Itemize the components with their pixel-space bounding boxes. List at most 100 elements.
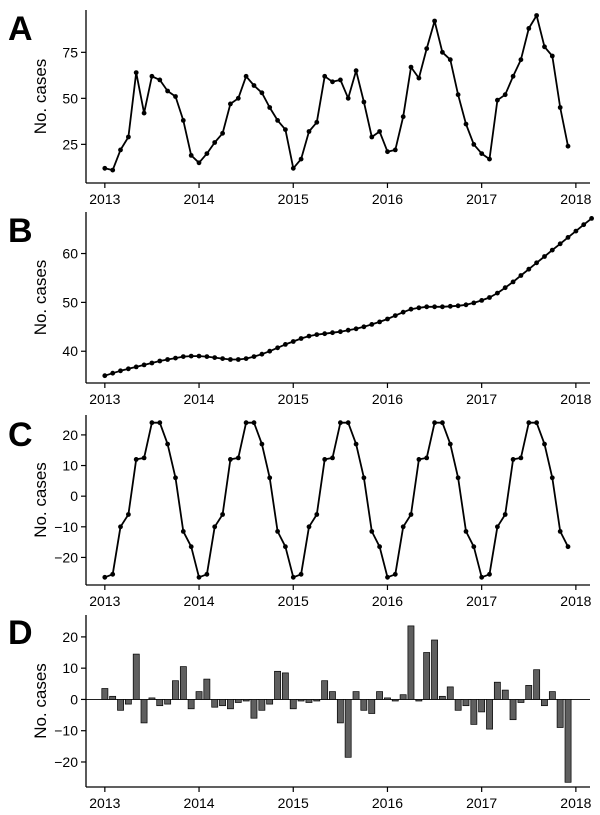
data-point <box>526 26 532 31</box>
data-point <box>502 92 508 98</box>
data-point <box>275 529 280 534</box>
data-point <box>125 366 131 372</box>
data-point <box>416 75 422 81</box>
y-tick-label: 0 <box>70 691 78 707</box>
data-point <box>495 290 500 296</box>
data-point <box>510 279 516 285</box>
data-point <box>479 574 485 580</box>
data-point <box>502 512 508 517</box>
data-point <box>306 524 312 530</box>
data-point <box>188 544 194 550</box>
y-tick-label: −10 <box>54 723 78 739</box>
bar <box>219 699 226 707</box>
bar <box>438 695 446 700</box>
data-point <box>495 97 500 103</box>
data-point <box>565 544 571 550</box>
bar <box>203 678 211 700</box>
bar <box>211 699 219 708</box>
bar <box>525 685 533 700</box>
data-point <box>573 228 579 234</box>
panel-letter: B <box>8 212 33 250</box>
y-tick-label: 20 <box>62 427 78 443</box>
data-point <box>416 305 422 311</box>
y-axis-label: No. cases <box>31 260 50 336</box>
data-point <box>534 420 539 426</box>
x-tick-label: 2018 <box>560 795 591 811</box>
data-point <box>212 140 218 145</box>
data-point <box>314 119 320 125</box>
bar <box>344 699 352 758</box>
data-point <box>487 295 492 300</box>
data-point <box>377 319 382 325</box>
data-point <box>118 147 123 153</box>
data-point <box>432 18 437 24</box>
y-tick-label: −10 <box>54 519 78 535</box>
data-point <box>447 441 453 447</box>
bar <box>195 691 203 700</box>
data-point <box>526 420 532 426</box>
data-point <box>330 79 335 85</box>
data-point <box>345 327 351 333</box>
data-point <box>479 298 485 303</box>
data-point <box>228 357 233 362</box>
data-point <box>165 441 171 447</box>
data-point <box>267 105 273 110</box>
data-point <box>408 306 414 312</box>
y-tick-label: 50 <box>62 90 78 106</box>
x-tick-label: 2017 <box>466 191 497 207</box>
series-line <box>104 421 569 579</box>
bar <box>533 669 541 700</box>
data-point <box>542 254 547 259</box>
bar <box>368 699 376 714</box>
data-point <box>581 222 587 228</box>
data-point <box>298 571 304 577</box>
y-tick-label: −20 <box>54 549 78 565</box>
bar <box>305 699 313 703</box>
data-point <box>212 524 218 530</box>
panel-letter: C <box>8 416 33 454</box>
data-point <box>173 475 178 481</box>
data-point <box>204 354 210 359</box>
y-tick-label: 75 <box>62 44 78 60</box>
y-tick-label: 10 <box>62 660 78 676</box>
data-point <box>306 129 312 134</box>
y-tick-label: 10 <box>62 458 78 474</box>
data-point <box>432 304 437 310</box>
data-point <box>518 455 524 461</box>
data-point <box>463 529 469 534</box>
panel-a: A No. cases 25 50 75 2013 2014 2015 2016 2017 2018 <box>8 10 592 207</box>
data-point <box>188 353 194 359</box>
x-tick-label: 2017 <box>466 391 497 407</box>
bar <box>164 699 172 705</box>
bar <box>541 699 548 707</box>
data-point <box>440 304 445 310</box>
data-point <box>110 571 116 577</box>
data-point <box>283 127 288 132</box>
x-tick-label: 2018 <box>560 191 591 207</box>
bar <box>517 699 525 703</box>
data-point <box>557 529 563 534</box>
data-point <box>565 235 571 240</box>
series-line <box>104 217 593 377</box>
data-point <box>149 73 155 79</box>
data-point <box>416 457 422 462</box>
data-point <box>283 342 288 347</box>
data-point <box>377 129 382 134</box>
data-point <box>180 529 186 534</box>
data-point <box>518 57 524 63</box>
bar <box>493 681 501 700</box>
bar <box>329 691 336 700</box>
data-point <box>196 574 202 580</box>
bar <box>172 680 179 700</box>
x-tick-label: 2016 <box>372 191 403 207</box>
data-point <box>510 73 516 79</box>
bar <box>352 691 360 700</box>
data-point <box>345 420 351 426</box>
x-tick-label: 2015 <box>278 593 309 609</box>
data-point <box>392 313 398 318</box>
data-point <box>361 99 367 105</box>
bar <box>376 691 383 700</box>
data-point <box>463 121 469 127</box>
bar <box>462 699 470 707</box>
bar <box>415 699 423 702</box>
